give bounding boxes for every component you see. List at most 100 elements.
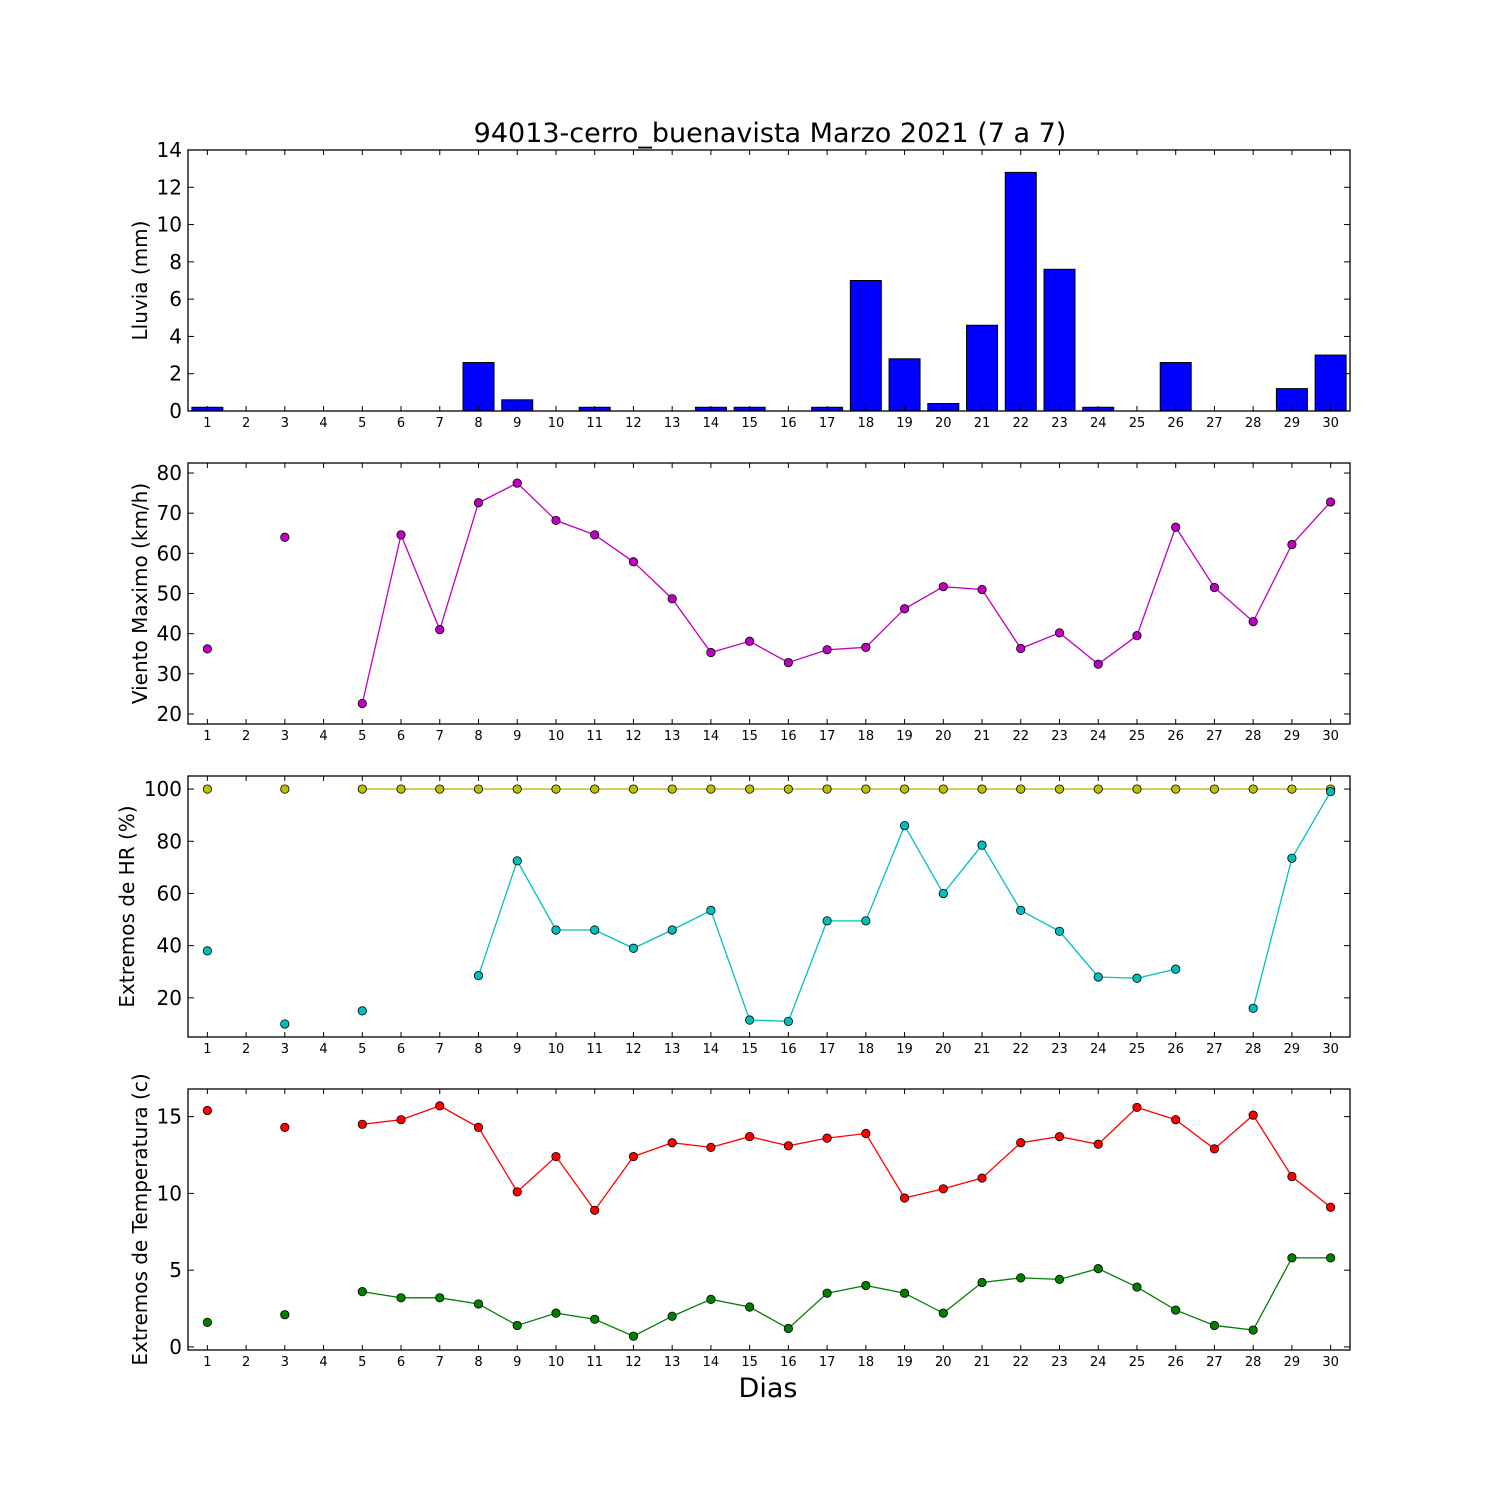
series-2-point-day-15 — [745, 1015, 755, 1025]
series-2-point-day-9 — [512, 856, 522, 866]
x-tick-label: 15 — [741, 1042, 758, 1057]
plot-frame — [187, 149, 1351, 412]
series-1-point-day-15 — [745, 1131, 755, 1142]
x-tick-label: 11 — [586, 416, 603, 431]
x-tick-label: 11 — [586, 1042, 603, 1057]
series-2-point-day-24 — [1093, 972, 1103, 982]
y-tick-label: 40 — [157, 622, 182, 646]
y-axis-label: Lluvia (mm) — [128, 221, 152, 341]
series-2-point-day-18 — [861, 1280, 871, 1291]
x-tick-label: 25 — [1129, 1355, 1146, 1370]
x-tick-label: 20 — [935, 416, 952, 431]
x-tick-label: 19 — [896, 416, 913, 431]
x-tick-label: 14 — [703, 1042, 720, 1057]
series-1-point-day-5 — [357, 1119, 367, 1129]
series-1-point-day-10 — [551, 784, 561, 794]
series-2-point-day-28 — [1248, 1003, 1258, 1013]
x-tick-label: 18 — [858, 416, 875, 431]
series-2-point-day-9 — [512, 1320, 522, 1331]
series-1-point-day-20 — [938, 784, 948, 794]
x-tick-label: 27 — [1206, 416, 1223, 431]
series-2-point-day-29 — [1287, 853, 1297, 863]
series-1-point-day-23 — [1054, 628, 1065, 638]
x-tick-label: 9 — [513, 1042, 521, 1057]
y-tick-label: 10 — [157, 213, 182, 237]
series-1-point-day-28 — [1248, 1110, 1258, 1120]
series-2-line — [362, 1257, 1331, 1337]
x-tick-label: 17 — [819, 729, 836, 744]
x-tick-label: 5 — [358, 1042, 366, 1057]
series-1-point-day-28 — [1248, 784, 1258, 794]
series-2-point-day-7 — [435, 1293, 445, 1303]
x-tick-label: 26 — [1167, 416, 1184, 431]
x-tick-label: 4 — [319, 729, 327, 744]
series-1-point-day-8 — [473, 1122, 484, 1132]
x-tick-label: 30 — [1322, 416, 1339, 431]
x-tick-label: 14 — [703, 1355, 720, 1370]
x-tick-label: 28 — [1245, 1355, 1262, 1370]
x-tick-label: 4 — [319, 1355, 327, 1370]
series-1-point-day-29 — [1287, 784, 1297, 794]
series-2-point-day-24 — [1093, 1264, 1103, 1274]
x-tick-label: 27 — [1206, 1355, 1223, 1370]
series-2-point-day-21 — [977, 1277, 987, 1288]
x-tick-label: 3 — [281, 729, 289, 744]
series-1-point-day-3 — [280, 784, 290, 794]
x-tick-label: 14 — [703, 729, 720, 744]
x-tick-label: 2 — [242, 1042, 250, 1057]
series-1-point-day-25 — [1132, 784, 1142, 794]
x-tick-label: 22 — [1012, 1355, 1029, 1370]
series-1-point-day-29 — [1287, 539, 1297, 550]
x-tick-label: 12 — [625, 416, 642, 431]
x-tick-label: 17 — [819, 416, 836, 431]
series-1-point-day-11 — [590, 1205, 600, 1215]
x-tick-label: 22 — [1012, 1042, 1029, 1057]
x-tick-label: 7 — [436, 729, 444, 744]
series-1-point-day-26 — [1171, 1115, 1181, 1125]
x-tick-label: 7 — [436, 1042, 444, 1057]
series-2-point-day-1 — [202, 946, 212, 956]
x-tick-label: 5 — [358, 1355, 366, 1370]
x-tick-label: 26 — [1167, 1042, 1184, 1057]
x-tick-label: 1 — [203, 729, 211, 744]
series-2-point-day-10 — [551, 925, 561, 935]
series-1-point-day-3 — [280, 1122, 290, 1132]
y-tick-label: 40 — [157, 934, 182, 958]
series-1-point-day-5 — [357, 698, 367, 709]
x-tick-label: 27 — [1206, 729, 1223, 744]
y-tick-label: 0 — [169, 399, 182, 423]
x-tick-label: 16 — [780, 416, 797, 431]
series-1-point-day-14 — [706, 784, 716, 794]
y-tick-label: 80 — [157, 829, 182, 853]
series-2-point-day-17 — [822, 916, 832, 926]
x-tick-label: 7 — [436, 416, 444, 431]
series-1-point-day-19 — [899, 784, 910, 794]
series-2-point-day-13 — [667, 925, 677, 935]
x-tick-label: 11 — [586, 729, 603, 744]
series-2-point-day-23 — [1054, 1274, 1065, 1284]
x-tick-label: 19 — [896, 1355, 913, 1370]
series-1-point-day-26 — [1171, 784, 1181, 794]
x-tick-label: 13 — [664, 1355, 681, 1370]
x-tick-label: 30 — [1322, 729, 1339, 744]
bar-day-30 — [1314, 354, 1347, 412]
series-1-point-day-28 — [1248, 617, 1258, 627]
series-2-point-day-26 — [1171, 964, 1181, 974]
x-tick-label: 15 — [741, 729, 758, 744]
series-1-point-day-9 — [512, 784, 522, 794]
series-1-point-day-10 — [551, 1151, 561, 1162]
series-1-point-day-8 — [473, 498, 484, 508]
y-axis-label: Extremos de Temperatura (c) — [128, 1073, 152, 1365]
x-tick-label: 24 — [1090, 1042, 1107, 1057]
plot-frame — [187, 775, 1351, 1038]
x-tick-label: 12 — [625, 729, 642, 744]
y-tick-label: 100 — [144, 777, 182, 801]
series-1-point-day-12 — [628, 784, 639, 794]
x-tick-label: 20 — [935, 1042, 952, 1057]
y-tick-label: 20 — [157, 986, 182, 1010]
y-tick-label: 5 — [169, 1258, 182, 1282]
series-1-point-day-19 — [899, 604, 910, 614]
x-tick-label: 5 — [358, 729, 366, 744]
x-tick-label: 20 — [935, 729, 952, 744]
